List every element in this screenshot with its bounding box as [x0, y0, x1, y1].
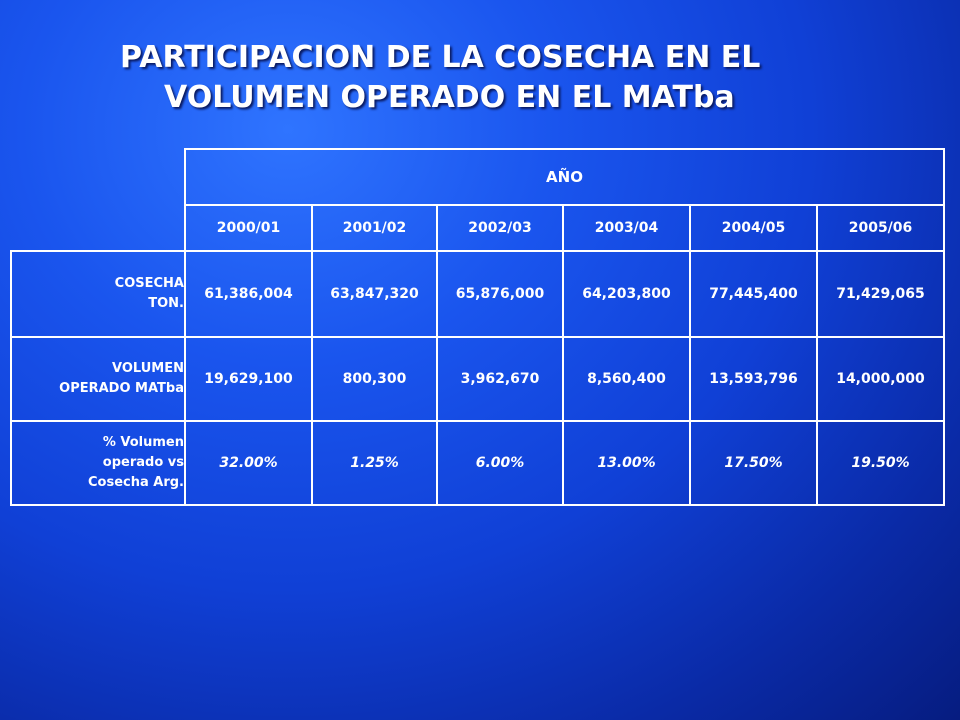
row-label-line: COSECHA	[114, 276, 184, 291]
row-label-porcentaje: % Volumen operado vs Cosecha Arg.	[10, 420, 186, 506]
value-cell: 64,203,800	[562, 250, 691, 338]
percent-cell: 6.00%	[436, 420, 564, 506]
value-cell: 77,445,400	[689, 250, 818, 338]
row-label-line: OPERADO MATba	[59, 381, 184, 396]
value-cell: 3,962,670	[436, 336, 564, 422]
year-header: AÑO	[184, 148, 945, 206]
table-row-cosecha: COSECHA TON. 61,386,004 63,847,320 65,87…	[10, 250, 945, 338]
row-label-volumen: VOLUMEN OPERADO MATba	[10, 336, 186, 422]
value-cell: 71,429,065	[816, 250, 945, 338]
row-label-line: TON.	[148, 296, 184, 311]
value-cell: 65,876,000	[436, 250, 564, 338]
corner-cell	[11, 205, 185, 251]
corner-cell	[11, 149, 185, 205]
percent-cell: 13.00%	[562, 420, 691, 506]
header-row: AÑO	[11, 148, 945, 206]
value-cell: 61,386,004	[184, 250, 313, 338]
year-cell: 2003/04	[562, 204, 691, 252]
percent-cell: 17.50%	[689, 420, 818, 506]
title-line-1: PARTICIPACION DE LA COSECHA EN EL	[120, 40, 761, 75]
row-label-line: Cosecha Arg.	[87, 475, 184, 490]
slide-title: PARTICIPACION DE LA COSECHA EN EL VOLUME…	[92, 38, 912, 118]
table-row-porcentaje: % Volumen operado vs Cosecha Arg. 32.00%…	[10, 420, 945, 506]
year-cell: 2000/01	[184, 204, 313, 252]
year-cell: 2005/06	[816, 204, 945, 252]
value-cell: 13,593,796	[689, 336, 818, 422]
row-label-cosecha: COSECHA TON.	[10, 250, 186, 338]
years-row: 2000/01 2001/02 2002/03 2003/04 2004/05 …	[11, 204, 945, 252]
percent-cell: 32.00%	[184, 420, 313, 506]
row-label-line: operado vs	[102, 455, 184, 470]
value-cell: 14,000,000	[816, 336, 945, 422]
year-cell: 2001/02	[311, 204, 438, 252]
value-cell: 63,847,320	[311, 250, 438, 338]
title-line-2: VOLUMEN OPERADO EN EL MATba	[164, 80, 735, 115]
row-label-line: VOLUMEN	[112, 361, 184, 376]
value-cell: 8,560,400	[562, 336, 691, 422]
row-label-line: % Volumen	[102, 435, 184, 450]
value-cell: 800,300	[311, 336, 438, 422]
percent-cell: 19.50%	[816, 420, 945, 506]
year-cell: 2004/05	[689, 204, 818, 252]
percent-cell: 1.25%	[311, 420, 438, 506]
harvest-volume-table: AÑO 2000/01 2001/02 2002/03 2003/04 2004…	[10, 148, 945, 506]
year-cell: 2002/03	[436, 204, 564, 252]
value-cell: 19,629,100	[184, 336, 313, 422]
table-row-volumen: VOLUMEN OPERADO MATba 19,629,100 800,300…	[10, 336, 945, 422]
